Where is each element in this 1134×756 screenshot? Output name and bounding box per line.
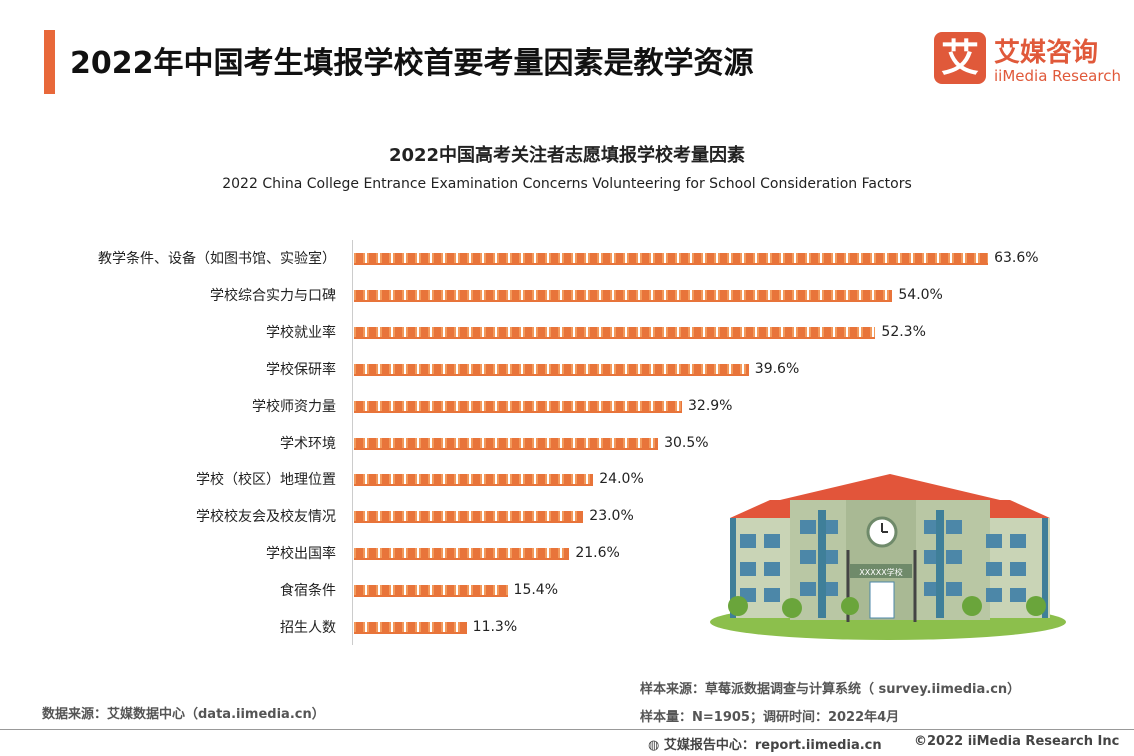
category-label: 学校师资力量 bbox=[252, 398, 336, 415]
chart-title: 2022中国高考关注者志愿填报学校考量因素 bbox=[388, 145, 746, 166]
category-label: 学术环境 bbox=[280, 435, 336, 452]
logo-mark: 艾 bbox=[934, 32, 986, 84]
sample-size: 样本量：N=1905；调研时间：2022年4月 bbox=[640, 710, 900, 725]
title-accent-bar bbox=[44, 30, 55, 94]
copyright: ©2022 iiMedia Research Inc bbox=[914, 734, 1120, 749]
data-label: 32.9% bbox=[688, 397, 733, 414]
bar bbox=[354, 622, 467, 634]
data-label: 63.6% bbox=[994, 250, 1039, 266]
data-label: 30.5% bbox=[664, 434, 709, 451]
chart-subtitle: 2022 China College Entrance Examination … bbox=[222, 176, 912, 192]
bar bbox=[354, 253, 989, 265]
bar bbox=[354, 437, 659, 450]
category-label: 学校综合实力与口碑 bbox=[210, 287, 336, 304]
school-sign: XXXXX学校 bbox=[859, 567, 902, 577]
bar bbox=[354, 474, 594, 487]
category-label: 教学条件、设备（如图书馆、实验室） bbox=[98, 251, 336, 267]
bar bbox=[354, 585, 508, 598]
data-label: 21.6% bbox=[575, 545, 620, 562]
category-label: 学校出国率 bbox=[266, 546, 336, 563]
report-center-text: 艾媒报告中心：report.iimedia.cn bbox=[663, 738, 882, 753]
data-label: 54.0% bbox=[898, 286, 943, 303]
bar bbox=[354, 511, 584, 524]
logo-cn: 艾媒咨询 bbox=[994, 38, 1099, 68]
category-label: 学校保研率 bbox=[266, 361, 336, 378]
data-label: 23.0% bbox=[589, 508, 634, 525]
category-label: 学校校友会及校友情况 bbox=[196, 509, 336, 526]
report-center: ◍ 艾媒报告中心：report.iimedia.cn bbox=[648, 738, 882, 753]
data-source: 数据来源：艾媒数据中心（data.iimedia.cn） bbox=[42, 707, 325, 722]
category-label: 招生人数 bbox=[280, 620, 336, 636]
bar bbox=[354, 326, 876, 339]
school-building-illustration: XXXXX学校 bbox=[710, 474, 1066, 640]
bar bbox=[354, 289, 893, 302]
category-label: 学校（校区）地理位置 bbox=[196, 472, 336, 489]
bar bbox=[354, 363, 749, 376]
data-label: 24.0% bbox=[599, 471, 644, 488]
data-label: 15.4% bbox=[513, 582, 559, 599]
page-title: 2022年中国考生填报学校首要考量因素是教学资源 bbox=[70, 46, 754, 81]
bar bbox=[354, 548, 570, 561]
category-label: 食宿条件 bbox=[280, 583, 336, 600]
data-label: 11.3% bbox=[472, 619, 518, 635]
category-label: 学校就业率 bbox=[266, 324, 336, 341]
sample-source: 样本来源：草莓派数据调查与计算系统（ survey.iimedia.cn） bbox=[640, 682, 1021, 697]
footer-divider bbox=[0, 729, 1134, 730]
data-label: 39.6% bbox=[754, 360, 800, 377]
category-axis bbox=[352, 240, 353, 645]
logo-en: iiMedia Research bbox=[994, 67, 1121, 85]
bar bbox=[354, 400, 682, 413]
data-label: 52.3% bbox=[881, 323, 926, 340]
